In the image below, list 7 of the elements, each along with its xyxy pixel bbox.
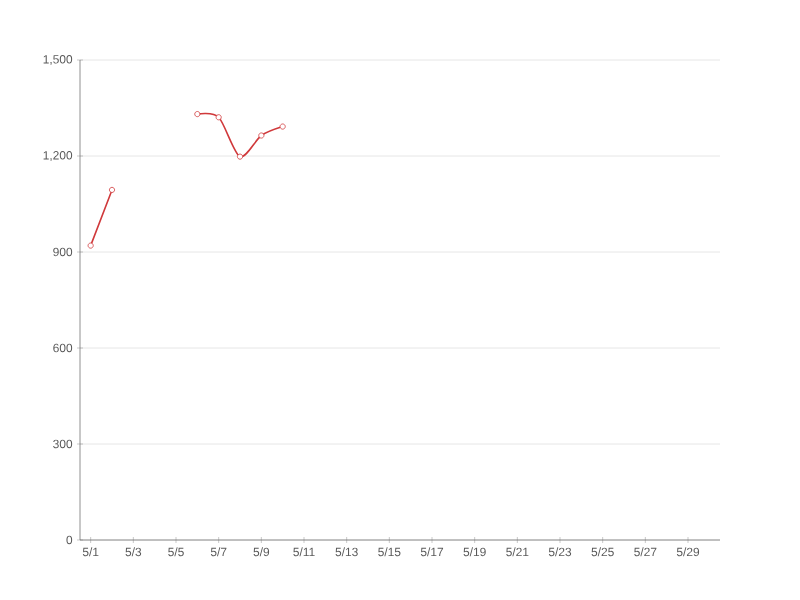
point xyxy=(279,123,286,130)
point xyxy=(87,242,94,249)
point xyxy=(258,132,265,139)
point xyxy=(215,114,222,121)
point xyxy=(237,153,243,160)
point xyxy=(194,111,201,118)
point xyxy=(109,186,115,193)
